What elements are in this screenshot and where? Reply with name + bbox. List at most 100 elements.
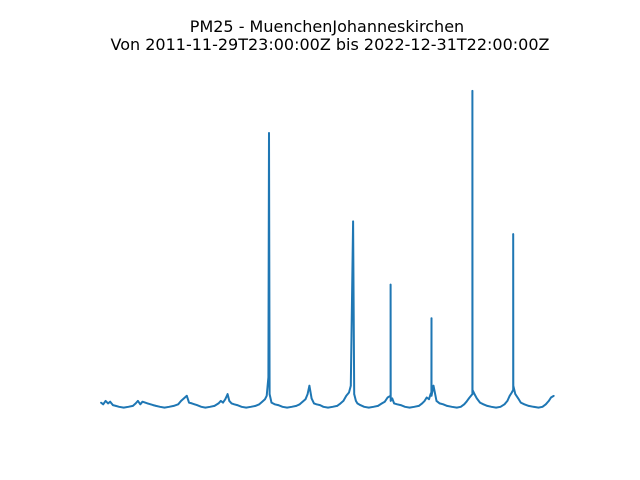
data-point: [470, 395, 472, 397]
data-point: [506, 400, 509, 402]
data-point: [196, 404, 198, 406]
data-point: [508, 395, 511, 397]
data-point: [100, 401, 102, 404]
data-point: [240, 406, 243, 408]
data-point: [327, 406, 329, 409]
data-point: [432, 384, 435, 387]
data-point: [258, 403, 261, 406]
data-point: [265, 395, 268, 397]
data-point: [222, 401, 224, 404]
data-point: [345, 395, 348, 397]
data-point: [264, 398, 266, 401]
data-point: [301, 400, 304, 403]
data-point: [139, 403, 142, 406]
data-point: [479, 401, 481, 404]
data-point: [177, 403, 179, 406]
data-point: [517, 397, 519, 400]
data-point: [553, 395, 555, 397]
plot-area: [100, 89, 555, 409]
data-point: [499, 406, 502, 408]
data-point: [468, 397, 470, 400]
data-point: [482, 403, 485, 406]
data-point: [471, 389, 474, 391]
data-point: [512, 389, 514, 391]
data-point: [286, 406, 288, 409]
data-point: [224, 398, 227, 401]
data-point: [149, 403, 152, 406]
data-point: [268, 132, 270, 134]
data-point: [254, 405, 257, 407]
data-point: [270, 401, 273, 404]
data-point: [359, 404, 362, 406]
data-point: [112, 404, 114, 406]
data-point: [230, 402, 233, 405]
data-point: [471, 90, 474, 92]
data-point: [155, 405, 157, 407]
data-point: [495, 406, 497, 409]
data-point: [435, 400, 438, 402]
data-point: [102, 403, 104, 406]
data-point: [514, 393, 517, 395]
data-point: [512, 233, 514, 235]
data-point: [429, 393, 432, 395]
data-point: [389, 395, 392, 397]
data-point: [306, 393, 309, 395]
data-point: [137, 400, 139, 402]
data-point: [331, 406, 334, 408]
data-point: [213, 405, 216, 407]
data-point: [356, 402, 359, 405]
data-point: [523, 403, 526, 406]
data-point: [132, 405, 134, 407]
data-point: [430, 317, 433, 320]
data-point: [308, 384, 311, 387]
data-point: [404, 406, 406, 408]
data-point: [413, 406, 416, 408]
data-point: [372, 406, 375, 408]
data-point: [141, 400, 144, 403]
data-point: [381, 402, 383, 405]
data-point: [122, 406, 125, 409]
data-point: [322, 406, 325, 408]
data-point: [550, 396, 552, 399]
data-point: [107, 402, 109, 405]
data-point: [193, 403, 196, 406]
data-point: [476, 397, 478, 400]
data-point: [191, 402, 193, 405]
data-point: [451, 406, 453, 408]
data-point: [115, 405, 117, 407]
data-point: [393, 402, 395, 405]
data-point: [277, 404, 280, 406]
data-point: [408, 406, 411, 409]
data-point: [144, 401, 146, 404]
data-point: [209, 406, 211, 408]
data-point: [188, 401, 190, 404]
chart-title: PM25 - MuenchenJohanneskirchen: [190, 17, 464, 36]
data-point: [233, 403, 235, 406]
data-point: [268, 393, 271, 395]
data-point: [183, 397, 185, 400]
data-point: [438, 402, 441, 405]
data-point: [428, 398, 430, 401]
data-point: [298, 403, 301, 406]
data-point: [456, 406, 458, 409]
data-point: [399, 404, 402, 406]
data-point: [350, 384, 352, 387]
data-point: [386, 396, 389, 399]
data-point: [273, 403, 276, 406]
data-point: [471, 393, 474, 395]
data-point: [204, 406, 207, 409]
data-point: [217, 402, 220, 405]
data-point: [180, 400, 182, 402]
data-point: [527, 405, 530, 407]
data-point: [520, 401, 522, 404]
data-point: [396, 403, 399, 406]
data-point: [342, 400, 345, 402]
data-point: [545, 403, 547, 406]
data-point: [389, 283, 392, 286]
data-point: [541, 406, 544, 408]
data-point: [348, 391, 350, 394]
data-point: [384, 400, 386, 403]
data-point: [377, 405, 379, 407]
data-point: [463, 403, 466, 406]
data-point: [172, 405, 175, 407]
